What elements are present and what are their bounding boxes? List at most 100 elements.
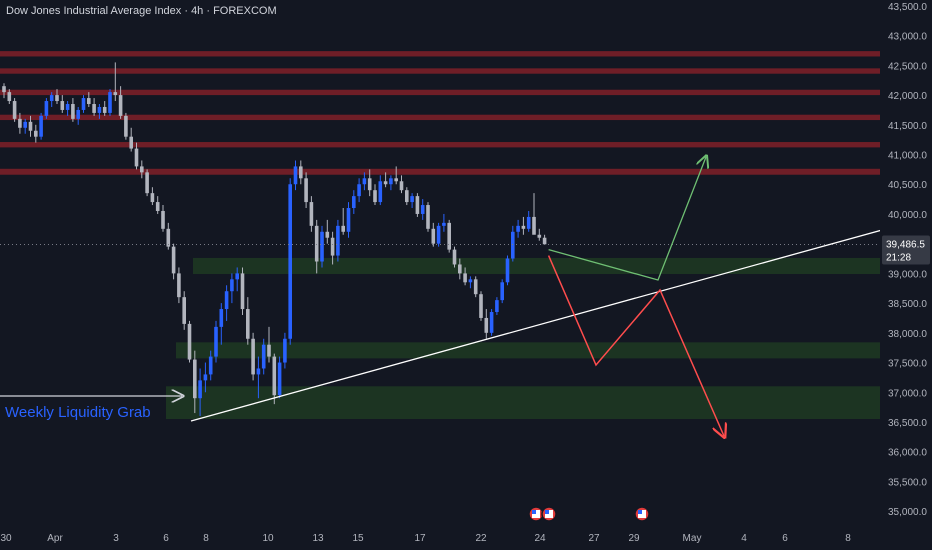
candle-body [2, 86, 6, 93]
candle-body [18, 118, 22, 128]
trendline [190, 224, 901, 422]
flag-stars [638, 510, 642, 514]
price-tick-label: 39,000.0 [888, 269, 927, 280]
candle-body [214, 326, 218, 357]
candle-body [357, 184, 361, 197]
candle-body [155, 202, 160, 211]
time-tick-label: 22 [475, 533, 487, 544]
price-tick-label: 37,500.0 [888, 359, 927, 370]
candle-body [426, 205, 430, 229]
candle-body [473, 279, 478, 295]
candle-body [92, 104, 96, 113]
candle-body [12, 101, 17, 119]
candle-body [293, 166, 298, 185]
time-tick-label: 29 [628, 533, 640, 544]
candle-body [341, 225, 345, 232]
candle-body [267, 344, 271, 357]
time-tick-label: 3 [113, 533, 119, 544]
time-tick-label: 24 [534, 533, 546, 544]
candle-body [219, 309, 224, 327]
candle-body [124, 115, 128, 137]
candle-body [458, 264, 462, 274]
candle-body [304, 178, 308, 203]
candle-body [60, 101, 65, 110]
flag-stars [532, 510, 536, 514]
candle-body [256, 368, 261, 375]
candle-body [261, 344, 266, 369]
candle-body [346, 208, 351, 232]
candle-body [484, 317, 489, 333]
resistance-zone [0, 168, 880, 175]
candle-body [102, 106, 107, 113]
candle-body [224, 291, 229, 310]
price-axis-bg [880, 0, 932, 550]
chart-title: Dow Jones Industrial Average Index · 4h … [6, 5, 277, 17]
overlays: Weekly Liquidity Grab [0, 157, 901, 436]
candle-body [325, 231, 330, 238]
candle-body [420, 205, 425, 214]
candle-body [410, 196, 414, 203]
candle-body [516, 225, 520, 232]
price-tick-label: 38,000.0 [888, 329, 927, 340]
candle-body [230, 279, 234, 292]
candle-body [235, 273, 239, 280]
candle-body [39, 115, 43, 137]
price-tick-label: 43,500.0 [888, 2, 927, 13]
candle-body [277, 362, 282, 396]
price-tick-label: 35,500.0 [888, 477, 927, 488]
candle-body [65, 104, 70, 110]
time-tick-label: Apr [47, 533, 63, 544]
candle-body [320, 231, 324, 262]
countdown-timer: 21:28 [886, 252, 911, 263]
bullish-projection-path [548, 157, 706, 281]
candle-body [87, 98, 91, 105]
candle-body [44, 101, 49, 116]
candle-body [134, 148, 139, 167]
time-tick-label: 6 [782, 533, 788, 544]
time-tick-label: 6 [163, 533, 169, 544]
candle-body [251, 338, 255, 375]
candle-body [314, 225, 319, 262]
candle-body [193, 359, 197, 399]
candle-body [198, 380, 202, 399]
candle-body [140, 166, 144, 173]
support-zone [193, 257, 880, 274]
us-event-flag-2 [541, 506, 557, 522]
time-tick-label: 15 [352, 533, 364, 544]
candle-body [505, 258, 510, 283]
candle-body [452, 249, 457, 265]
price-tick-label: 38,500.0 [888, 299, 927, 310]
time-tick-label: 10 [262, 533, 274, 544]
candle-body [49, 95, 54, 102]
candle-body [76, 109, 80, 119]
candle-body [537, 234, 542, 238]
candle-body [405, 190, 409, 203]
candle-body [415, 196, 420, 214]
resistance-zone [0, 142, 880, 148]
candle-body [431, 228, 436, 244]
time-tick-label: 17 [414, 533, 426, 544]
candle-body [378, 181, 383, 203]
price-tick-label: 43,000.0 [888, 32, 927, 43]
price-tick-label: 36,000.0 [888, 448, 927, 459]
price-tick-label: 35,000.0 [888, 507, 927, 518]
weekly-liquidity-grab-label: Weekly Liquidity Grab [5, 404, 151, 421]
price-tick-label: 40,500.0 [888, 180, 927, 191]
candle-body [145, 172, 149, 194]
current-price-badge [882, 235, 930, 265]
candle-body [203, 374, 208, 381]
price-tick-label: 41,000.0 [888, 151, 927, 162]
candle-body [23, 121, 27, 128]
candle-body [28, 121, 33, 131]
resistance-zone [0, 68, 880, 74]
candle-body [55, 95, 59, 102]
candle-body [118, 95, 123, 116]
candle-body [113, 92, 118, 96]
candle-body [309, 202, 314, 226]
candle-body [34, 130, 38, 137]
support-zone [176, 342, 880, 359]
candle-body [389, 178, 393, 185]
price-tick-label: 37,000.0 [888, 388, 927, 399]
candle-body [500, 282, 504, 301]
